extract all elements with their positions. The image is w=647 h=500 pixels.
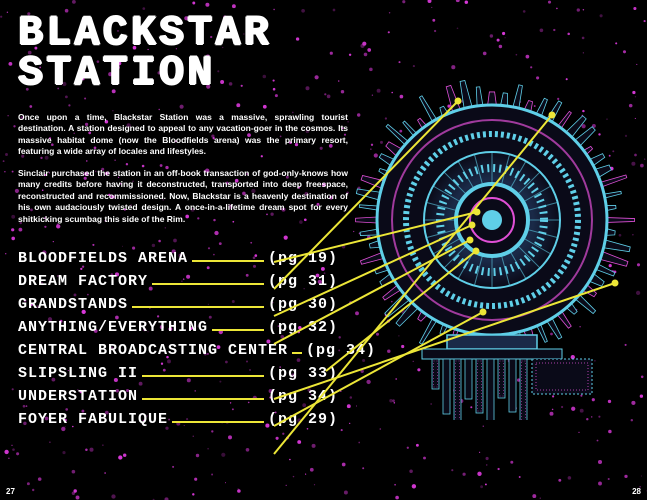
toc-label: UNDERSTATION (18, 388, 138, 405)
toc-row: ANYTHING/EVERYTHING (pg 32) (18, 319, 338, 336)
location-index: BLOODFIELDS ARENA (pg 19) DREAM FACTORY (pg… (18, 250, 338, 434)
toc-page: (pg 19) (268, 250, 338, 267)
toc-leader-line (292, 352, 302, 354)
toc-leader-line (212, 329, 264, 331)
intro-text: Once upon a time, Blackstar Station was … (18, 112, 348, 235)
toc-page: (pg 30) (268, 296, 338, 313)
toc-label: DREAM FACTORY (18, 273, 148, 290)
toc-leader-line (192, 260, 264, 262)
toc-page: (pg 34) (268, 388, 338, 405)
toc-row: GRANDSTANDS (pg 30) (18, 296, 338, 313)
toc-page: (pg 32) (268, 319, 338, 336)
toc-row: UNDERSTATION (pg 34) (18, 388, 338, 405)
toc-leader-line (142, 375, 264, 377)
toc-leader-line (172, 421, 264, 423)
page-number-right: 28 (632, 487, 641, 496)
toc-label: ANYTHING/EVERYTHING (18, 319, 208, 336)
toc-row: CENTRAL BROADCASTING CENTER(pg 34) (18, 342, 338, 359)
toc-label: BLOODFIELDS ARENA (18, 250, 188, 267)
station-illustration (347, 60, 637, 420)
toc-label: GRANDSTANDS (18, 296, 128, 313)
toc-page: (pg 31) (268, 273, 338, 290)
title-line-2: STATION (18, 54, 272, 94)
page-title: BLACKSTAR STATION (18, 14, 272, 94)
intro-paragraph: Once upon a time, Blackstar Station was … (18, 112, 348, 158)
toc-label: CENTRAL BROADCASTING CENTER (18, 342, 288, 359)
page-number-left: 27 (6, 487, 15, 496)
intro-paragraph: Sinclair purchased the station in an off… (18, 168, 348, 225)
toc-label: SLIPSLING II (18, 365, 138, 382)
title-line-1: BLACKSTAR (18, 14, 272, 54)
toc-page: (pg 33) (268, 365, 338, 382)
toc-row: BLOODFIELDS ARENA (pg 19) (18, 250, 338, 267)
toc-leader-line (152, 283, 264, 285)
toc-row: SLIPSLING II (pg 33) (18, 365, 338, 382)
toc-label: FOYER FABULIQUE (18, 411, 168, 428)
toc-leader-line (132, 306, 264, 308)
toc-row: FOYER FABULIQUE (pg 29) (18, 411, 338, 428)
toc-leader-line (142, 398, 264, 400)
toc-page: (pg 34) (306, 342, 376, 359)
toc-row: DREAM FACTORY (pg 31) (18, 273, 338, 290)
toc-page: (pg 29) (268, 411, 338, 428)
